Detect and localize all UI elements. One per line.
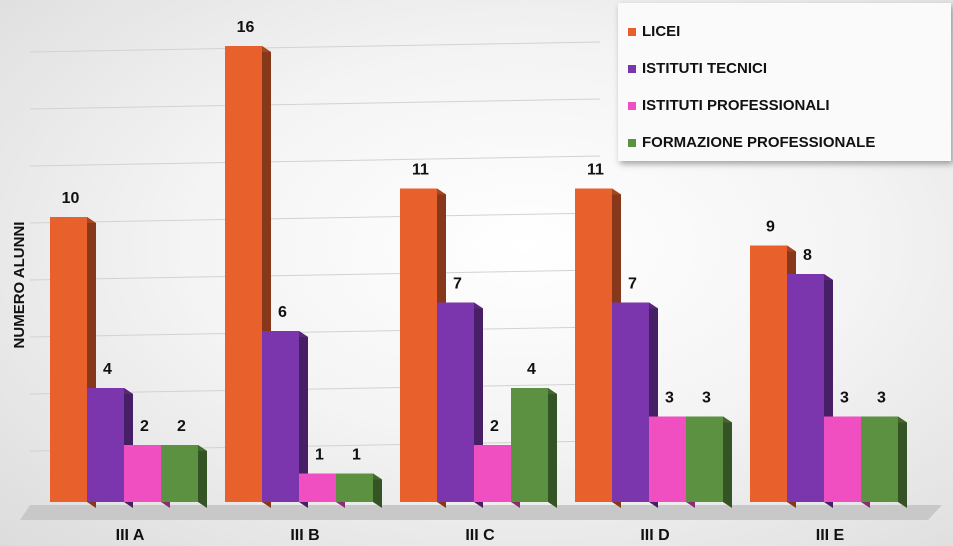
data-label: 11 [412, 162, 429, 179]
x-tick-label: III B [290, 527, 319, 544]
x-tick-label: III A [116, 527, 145, 544]
bar-front [474, 445, 511, 502]
x-tick-label: III E [816, 527, 845, 544]
data-label: 1 [315, 447, 324, 464]
bar [787, 274, 833, 508]
legend-label: LICEI [642, 23, 681, 40]
bar-side [548, 388, 557, 508]
legend-label: FORMAZIONE PROFESSIONALE [642, 134, 876, 151]
floor [20, 505, 942, 520]
legend: LICEI ISTITUTI TECNICI ISTITUTI PROFESSION… [618, 3, 951, 161]
legend-item: ISTITUTI TECNICI [628, 50, 951, 87]
legend-label: ISTITUTI PROFESSIONALI [642, 97, 830, 114]
bar-side [723, 416, 732, 508]
data-label: 3 [665, 390, 674, 407]
bar [336, 473, 382, 508]
y-axis-label: NUMERO ALUNNI [11, 222, 28, 349]
bar-front [750, 245, 787, 502]
data-label: 6 [278, 304, 287, 321]
data-label: 9 [766, 219, 775, 236]
bar-front [299, 473, 336, 502]
bar [511, 388, 557, 508]
bar-front [50, 217, 87, 502]
legend-swatch [628, 138, 636, 147]
legend-item: FORMAZIONE PROFESSIONALE [628, 124, 951, 161]
legend-swatch [628, 101, 636, 110]
bar-front [262, 331, 299, 502]
legend-item: ISTITUTI PROFESSIONALI [628, 87, 951, 124]
bar-front [437, 302, 474, 502]
bar-side [198, 445, 207, 508]
bar-front [861, 416, 898, 502]
bar-side [373, 473, 382, 508]
data-label: 8 [803, 247, 812, 264]
data-label: 7 [453, 276, 462, 293]
bar-front [87, 388, 124, 502]
data-label: 3 [877, 390, 886, 407]
bar-front [787, 274, 824, 502]
bar-front [686, 416, 723, 502]
data-label: 11 [587, 162, 604, 179]
bar-front [511, 388, 548, 502]
data-label: 3 [702, 390, 711, 407]
bar-front [124, 445, 161, 502]
bar-side [898, 416, 907, 508]
data-label: 16 [237, 19, 255, 36]
bar [161, 445, 207, 508]
bar [262, 331, 308, 508]
bar [861, 416, 907, 508]
bar [474, 445, 520, 508]
legend-label: ISTITUTI TECNICI [642, 60, 767, 77]
bar-side [299, 331, 308, 508]
data-label: 4 [527, 361, 536, 378]
gridline [29, 41, 601, 53]
legend-swatch [628, 27, 636, 36]
bar-front [824, 416, 861, 502]
data-label: 2 [490, 418, 499, 435]
data-label: 7 [628, 276, 637, 293]
data-label: 2 [140, 418, 149, 435]
bar-front [612, 302, 649, 502]
x-tick-labels-layer: III A III B III C III D III E [116, 527, 845, 544]
bar-front [161, 445, 198, 502]
gridlines [29, 41, 601, 452]
data-label: 4 [103, 361, 112, 378]
gridline [29, 212, 601, 224]
data-label: 10 [62, 190, 80, 207]
gridline [29, 98, 601, 110]
chart-floor [20, 505, 942, 520]
data-label: 3 [840, 390, 849, 407]
bar [437, 302, 483, 508]
bar [87, 388, 133, 508]
gridline [29, 155, 601, 167]
bar-front [336, 473, 373, 502]
x-tick-label: III C [465, 527, 495, 544]
bar [686, 416, 732, 508]
bar-front [225, 46, 262, 502]
bars-layer [50, 46, 907, 508]
bar-front [575, 188, 612, 502]
legend-item: LICEI [628, 13, 951, 50]
data-label: 2 [177, 418, 186, 435]
legend-swatch [628, 64, 636, 73]
x-tick-label: III D [640, 527, 669, 544]
gridline [29, 269, 601, 281]
bar-front [649, 416, 686, 502]
data-label: 1 [352, 447, 361, 464]
gridline [29, 326, 601, 338]
bar-front [400, 188, 437, 502]
